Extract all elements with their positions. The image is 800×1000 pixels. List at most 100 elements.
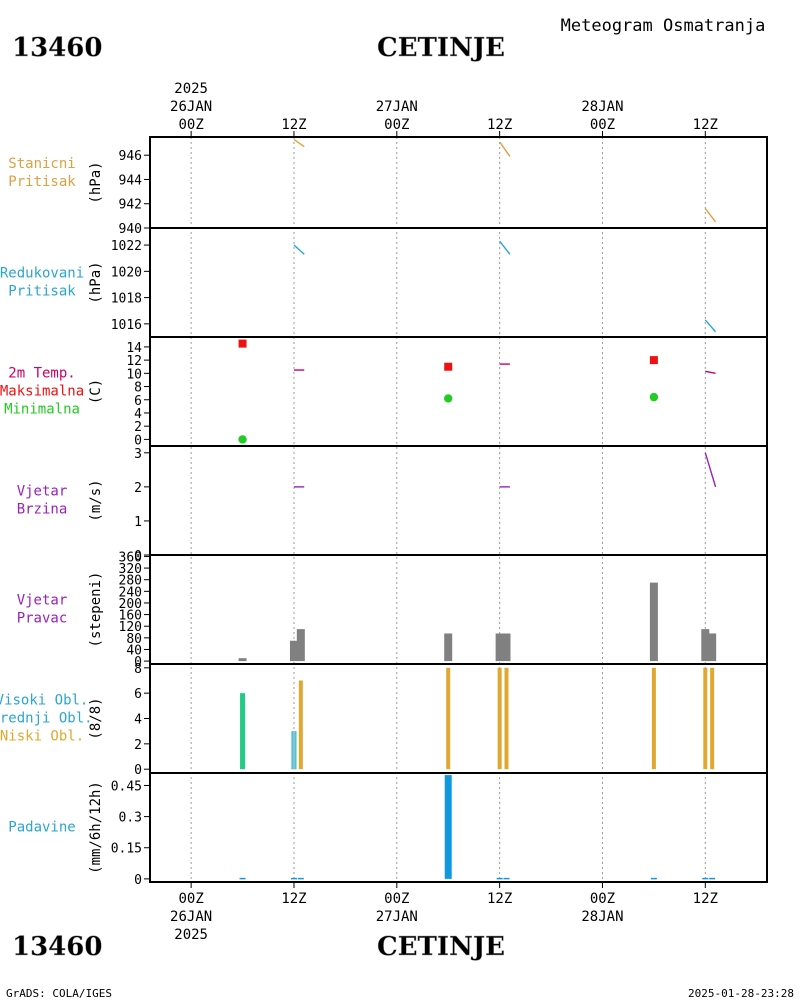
wind-speed-segment xyxy=(704,452,717,488)
bottom-time-tick-label: 00Z xyxy=(590,891,615,907)
y-tick-label: 0 xyxy=(134,549,142,564)
top-time-tick-label: 00Z xyxy=(178,117,203,133)
plot-layer: 00Z 26JAN 12Z 00Z 27JAN 12Z 00Z 28JAN 12Z 2025 00Z… xyxy=(0,81,768,943)
tmax-point xyxy=(649,356,658,365)
bottom-time-tick-label: 00Z xyxy=(178,891,203,907)
precipitation-bar xyxy=(239,877,246,880)
y-tick-label: 0 xyxy=(134,433,142,448)
panel-label: Maksimalna xyxy=(0,384,84,400)
wind-direction-bar xyxy=(238,658,247,662)
station-name-top: CETINJE xyxy=(377,33,505,63)
panel-frame xyxy=(149,336,768,447)
panel-label: Pravac xyxy=(17,611,68,627)
tmax-point xyxy=(444,362,453,371)
y-axis-label: (hPa) xyxy=(88,261,104,303)
cloud-low-bar xyxy=(651,667,656,770)
y-axis-label: (8/8) xyxy=(88,697,104,739)
y-tick-label: 8 xyxy=(134,381,142,396)
y-tick-label: 3 xyxy=(134,447,142,462)
panel-frame xyxy=(149,772,768,883)
y-axis-label: (mm/6h/12h) xyxy=(88,781,104,874)
y-tick-label: 200 xyxy=(119,597,142,612)
top-time-tick-label: 12Z xyxy=(281,117,306,133)
y-tick-label: 940 xyxy=(119,222,142,237)
y-tick-label: 946 xyxy=(119,149,142,164)
footer-right: 2025-01-28-23:28 xyxy=(688,987,794,1000)
wind-direction-bar xyxy=(289,640,298,662)
station-name-bottom: CETINJE xyxy=(377,932,505,962)
precipitation-bar xyxy=(290,877,297,880)
precipitation-bar xyxy=(702,877,709,880)
panel-label: Vjetar xyxy=(17,593,68,609)
cloud-low-bar xyxy=(710,667,715,770)
station-id-top: 13460 xyxy=(12,33,102,63)
y-tick-label: 120 xyxy=(119,620,142,635)
y-tick-label: 280 xyxy=(119,574,142,589)
bottom-date-label: 27JAN xyxy=(376,909,418,925)
panel-label: Padavine xyxy=(8,820,75,836)
panel-frame xyxy=(149,136,768,229)
cloud-low-bar xyxy=(497,667,502,770)
station-id-bottom: 13460 xyxy=(12,932,102,962)
y-tick-label: 0.45 xyxy=(111,779,142,794)
y-tick-label: 0 xyxy=(134,873,142,888)
y-tick-label: 0 xyxy=(134,763,142,778)
top-date-label: 27JAN xyxy=(376,99,418,115)
wind-direction-bar xyxy=(296,629,305,662)
wind-direction-bar xyxy=(495,633,504,662)
y-axis-label: (hPa) xyxy=(88,161,104,203)
y-tick-label: 2 xyxy=(134,481,142,496)
y-tick-label: 4 xyxy=(134,407,142,422)
temperature-segment xyxy=(705,370,716,375)
y-tick-label: 2 xyxy=(134,738,142,753)
y-tick-label: 0.15 xyxy=(111,842,142,857)
cloud-low-bar xyxy=(298,680,303,770)
cloud-mid-bar xyxy=(292,731,296,770)
y-tick-label: 8 xyxy=(134,662,142,677)
reduced-pressure-segment xyxy=(704,319,717,333)
panel-label: Vjetar xyxy=(17,484,68,500)
wind-direction-bar xyxy=(502,633,511,662)
top-time-tick-label: 00Z xyxy=(590,117,615,133)
y-tick-label: 12 xyxy=(126,354,142,369)
y-tick-label: 4 xyxy=(134,713,142,728)
panel-label: Brzina xyxy=(17,502,68,518)
panel-frame xyxy=(149,227,768,338)
precipitation-bar xyxy=(444,775,452,879)
top-time-tick-label: 00Z xyxy=(384,117,409,133)
y-tick-label: 6 xyxy=(134,687,142,702)
y-tick-label: 6 xyxy=(134,394,142,409)
panel-label: Visoki Obl. xyxy=(0,693,88,709)
panel-label: Redukovani xyxy=(0,266,84,282)
station-pressure-segment xyxy=(293,138,305,148)
y-tick-label: 1016 xyxy=(111,318,142,333)
y-tick-label: 14 xyxy=(126,341,142,356)
top-time-tick-label: 12Z xyxy=(693,117,718,133)
y-tick-label: 160 xyxy=(119,609,142,624)
station-pressure-segment xyxy=(499,141,511,157)
panel-label: Niski Obl. xyxy=(0,729,84,745)
y-axis-label: (C) xyxy=(88,379,104,404)
precipitation-bar xyxy=(503,877,510,880)
panel-label: 2m Temp. xyxy=(8,366,75,382)
precipitation-bar xyxy=(709,877,716,880)
y-tick-label: 1018 xyxy=(111,292,142,307)
y-tick-label: 2 xyxy=(134,420,142,435)
bottom-date-label: 26JAN xyxy=(170,909,212,925)
footer-left: GrADS: COLA/IGES xyxy=(6,987,112,1000)
wind-direction-bar xyxy=(649,582,658,662)
y-tick-label: 360 xyxy=(119,550,142,565)
top-time-tick-label: 12Z xyxy=(487,117,512,133)
y-tick-label: 320 xyxy=(119,562,142,577)
tmin-point xyxy=(238,435,247,444)
precipitation-bar xyxy=(496,877,503,880)
panel-label: Pritisak xyxy=(8,284,76,300)
y-tick-label: 40 xyxy=(126,643,142,658)
wind-direction-bar xyxy=(708,633,717,662)
y-tick-label: 0 xyxy=(134,655,142,670)
y-tick-label: 944 xyxy=(119,173,143,188)
bottom-date-label: 28JAN xyxy=(581,909,623,925)
y-tick-label: 1022 xyxy=(111,239,142,254)
cloud-low-bar xyxy=(504,667,509,770)
